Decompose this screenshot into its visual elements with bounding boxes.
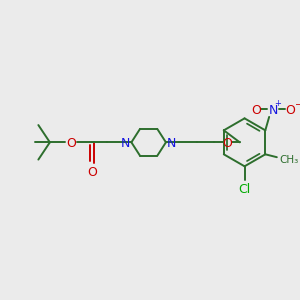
Text: CH₃: CH₃ [280,155,299,165]
Text: +: + [274,99,281,108]
Text: −: − [295,100,300,110]
Text: N: N [121,137,130,150]
Text: Cl: Cl [238,183,251,196]
Text: O: O [66,137,76,150]
Text: O: O [222,137,232,150]
Text: O: O [285,104,295,117]
Text: O: O [87,166,97,179]
Text: O: O [251,104,261,117]
Text: N: N [268,104,278,117]
Text: N: N [167,137,176,150]
